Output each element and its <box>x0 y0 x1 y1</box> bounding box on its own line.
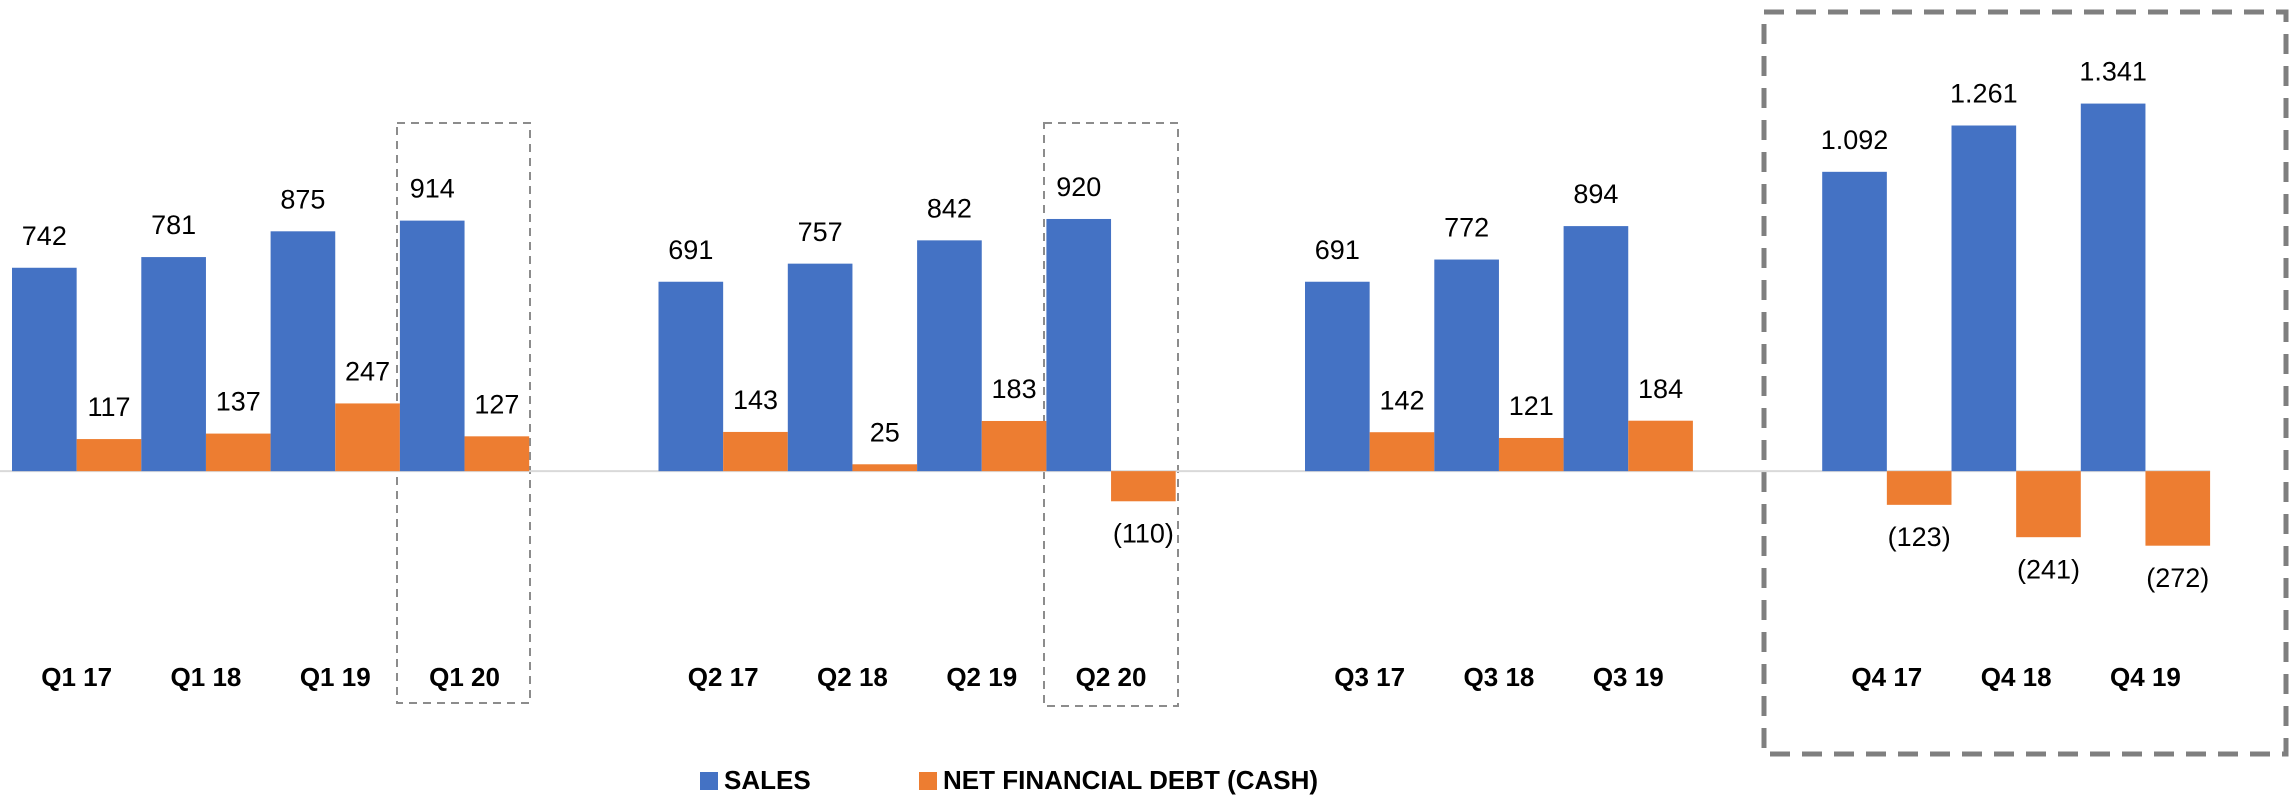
x-tick-label: Q1 18 <box>171 662 242 692</box>
data-label: (272) <box>2146 563 2209 593</box>
bar <box>12 267 77 472</box>
bar <box>1498 437 1564 472</box>
x-tick-label: Q3 18 <box>1464 662 1535 692</box>
x-tick-label: Q2 20 <box>1076 662 1147 692</box>
legend-swatch <box>700 772 718 790</box>
bar <box>1046 218 1112 472</box>
x-tick-label: Q2 18 <box>817 662 888 692</box>
data-label: 742 <box>22 221 67 251</box>
highlight-box <box>1043 122 1179 707</box>
data-label: (110) <box>1113 518 1174 548</box>
data-label: 184 <box>1638 374 1683 404</box>
x-tick-label: Q3 17 <box>1334 662 1405 692</box>
data-label: 117 <box>87 392 130 422</box>
bar <box>270 231 336 472</box>
bar <box>658 281 724 472</box>
bar <box>1434 259 1499 472</box>
bar <box>917 240 982 472</box>
bar <box>1951 125 2017 472</box>
data-label: 1.341 <box>2079 57 2147 87</box>
bar <box>399 220 465 472</box>
data-label: 772 <box>1444 213 1489 243</box>
data-label: 143 <box>733 385 778 415</box>
x-tick-label: Q3 19 <box>1593 662 1664 692</box>
data-label: 247 <box>345 357 390 387</box>
data-label: 920 <box>1056 172 1101 202</box>
bar <box>205 433 271 472</box>
data-label: 121 <box>1509 391 1554 421</box>
bar <box>1305 281 1370 472</box>
x-tick-label: Q4 19 <box>2110 662 2181 692</box>
legend-label: SALES <box>724 765 811 795</box>
data-label: 137 <box>216 387 261 417</box>
bar <box>981 420 1047 472</box>
bar <box>141 257 206 472</box>
x-tick-label: Q4 18 <box>1981 662 2052 692</box>
data-label: (241) <box>2017 554 2080 584</box>
bar <box>2145 471 2211 546</box>
data-label: 842 <box>927 193 972 223</box>
data-label: 1.261 <box>1950 79 2018 109</box>
x-tick-label: Q1 19 <box>300 662 371 692</box>
x-tick-label: Q2 19 <box>946 662 1017 692</box>
bar <box>1628 420 1693 472</box>
data-label: 25 <box>870 417 900 447</box>
legend-label: NET FINANCIAL DEBT (CASH) <box>943 765 1318 795</box>
data-label: 127 <box>474 389 519 419</box>
bar <box>1111 471 1176 502</box>
x-tick-label: Q1 17 <box>41 662 112 692</box>
bar <box>2016 471 2081 538</box>
data-label: 183 <box>992 374 1037 404</box>
bar <box>1886 471 1952 505</box>
data-label: 757 <box>798 217 843 247</box>
bar <box>464 436 530 472</box>
data-label: (123) <box>1888 522 1951 552</box>
bar <box>852 464 918 472</box>
bar <box>335 403 400 472</box>
bar <box>1822 171 1887 472</box>
bar <box>1369 432 1435 472</box>
data-label: 894 <box>1573 179 1618 209</box>
data-label: 691 <box>668 235 713 265</box>
x-tick-label: Q1 20 <box>429 662 500 692</box>
x-tick-label: Q4 17 <box>1851 662 1922 692</box>
data-label: 914 <box>410 174 455 204</box>
legend-swatch <box>919 772 937 790</box>
x-tick-label: Q2 17 <box>688 662 759 692</box>
data-label: 142 <box>1379 385 1424 415</box>
bar <box>1563 226 1629 472</box>
bar <box>787 263 853 472</box>
highlight-box <box>1761 9 2289 757</box>
bar <box>2080 103 2146 472</box>
data-label: 781 <box>151 210 196 240</box>
data-label: 691 <box>1315 235 1360 265</box>
data-label: 875 <box>280 184 325 214</box>
data-label: 1.092 <box>1821 125 1889 155</box>
bar <box>76 439 142 472</box>
bar <box>723 431 788 472</box>
